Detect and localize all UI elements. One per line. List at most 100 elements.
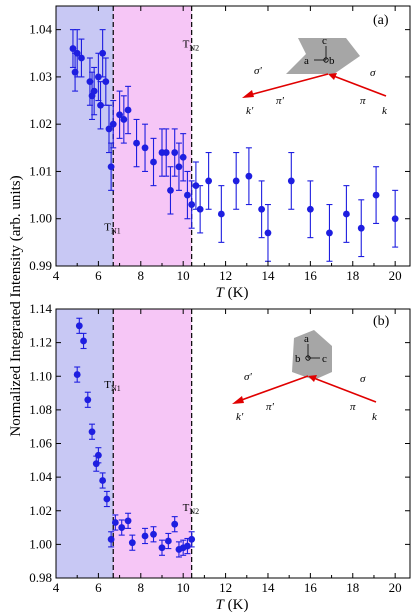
x-tick-label: 10 [177, 268, 190, 283]
data-point [179, 153, 187, 161]
data-point [167, 186, 174, 194]
wavevector-k: k [382, 105, 388, 117]
x-tick-label: 10 [177, 580, 190, 595]
x-tick-label: 4 [53, 268, 60, 283]
band-2 [113, 6, 192, 266]
data-point [357, 224, 365, 232]
data-point [73, 49, 81, 57]
data-point [97, 101, 104, 109]
x-axis-label-a: T (K) [216, 285, 249, 301]
data-point [141, 144, 149, 152]
data-point [107, 163, 115, 171]
data-point [184, 191, 191, 199]
y-tick-label: 1.06 [29, 436, 52, 451]
y-tick-label: 1.02 [29, 116, 52, 131]
data-point [88, 428, 96, 436]
polarization-sigma-prime: σ' [244, 371, 252, 383]
y-tick-label: 0.98 [29, 570, 52, 585]
scattering-inset-b: ab c σ' π' π σ k' k [232, 330, 378, 423]
data-point [128, 539, 136, 547]
data-point [94, 73, 102, 81]
y-tick-label: 1.14 [29, 301, 52, 316]
data-point [124, 517, 132, 525]
data-point [133, 139, 140, 147]
data-point [188, 201, 196, 208]
polarization-pi-prime: π' [266, 401, 275, 413]
data-point [141, 532, 149, 540]
data-point [175, 163, 183, 171]
y-tick-label: 1.00 [29, 536, 52, 551]
wavevector-k-prime: k' [246, 105, 254, 117]
transition-label-sub: N2 [189, 44, 199, 53]
data-point [391, 215, 399, 223]
axis-label-b: b [329, 55, 335, 67]
axis-label-c: c [322, 353, 327, 365]
x-tick-label: 14 [261, 268, 275, 283]
panel-label-b: (b) [373, 314, 390, 329]
data-point [90, 87, 98, 95]
incident-arrowhead [308, 375, 317, 382]
data-point [287, 177, 295, 185]
x-tick-label: 8 [138, 268, 145, 283]
y-tick-label: 1.03 [29, 69, 52, 84]
x-tick-label: 20 [389, 580, 402, 595]
x-tick-label: 6 [95, 580, 102, 595]
polarization-sigma-prime: σ' [254, 65, 262, 77]
wavevector-k: k [372, 411, 378, 423]
data-point [69, 45, 77, 52]
data-point [80, 337, 87, 345]
data-point [264, 229, 272, 237]
axis-label-a: a [304, 333, 309, 345]
x-tick-label: 18 [346, 268, 359, 283]
data-point [306, 205, 314, 213]
panel-label-a: (a) [373, 13, 389, 28]
y-tick-label: 1.10 [29, 368, 52, 383]
axis-label-a: a [304, 55, 309, 67]
wavevector-k-prime: k' [236, 411, 244, 423]
transition-bands-b [56, 309, 192, 578]
data-point [75, 322, 83, 330]
data-point [78, 54, 85, 62]
x-tick-label: 4 [53, 580, 60, 595]
axes-a: 4 6 8 10 12 14 16 18 20 0.99 1.00 1.01 1.02 1.03 1.04 [29, 5, 411, 283]
data-point [120, 116, 128, 123]
data-point [258, 205, 266, 213]
x-tick-label: 12 [219, 268, 232, 283]
data-point [94, 451, 102, 459]
data-point [158, 544, 166, 552]
data-point [73, 371, 81, 378]
crystal-shape [292, 330, 332, 380]
polarization-pi: π [360, 95, 366, 107]
data-point [171, 520, 179, 528]
crystal-shape [286, 38, 360, 74]
data-point [205, 177, 213, 185]
data-point [118, 524, 126, 531]
axis-label-c: c [322, 35, 327, 47]
polarization-pi-prime: π' [276, 95, 285, 107]
data-point [188, 535, 196, 543]
data-point [99, 49, 107, 57]
data-point [107, 535, 115, 543]
y-tick-label: 1.08 [29, 402, 52, 417]
data-point [171, 149, 179, 156]
data-point [105, 125, 113, 133]
band-2 [113, 309, 192, 578]
axis-label-b: b [295, 353, 301, 365]
x-tick-label: 16 [304, 580, 318, 595]
scattered-arrowhead [242, 90, 254, 98]
y-tick-label: 0.99 [29, 258, 52, 273]
data-point [164, 537, 172, 545]
data-point [99, 477, 107, 484]
data-point [343, 210, 350, 218]
data-point [111, 519, 119, 526]
scattered-arrowhead [232, 396, 244, 404]
y-tick-label: 1.04 [29, 469, 52, 484]
polarization-sigma: σ [370, 67, 376, 79]
plot-frame [55, 5, 411, 267]
x-axis-label-var: T [216, 597, 226, 613]
y-tick-label: 1.01 [29, 163, 52, 178]
data-point [232, 177, 240, 185]
data-point [109, 120, 117, 128]
x-axis-label-unit: (K) [224, 285, 249, 301]
